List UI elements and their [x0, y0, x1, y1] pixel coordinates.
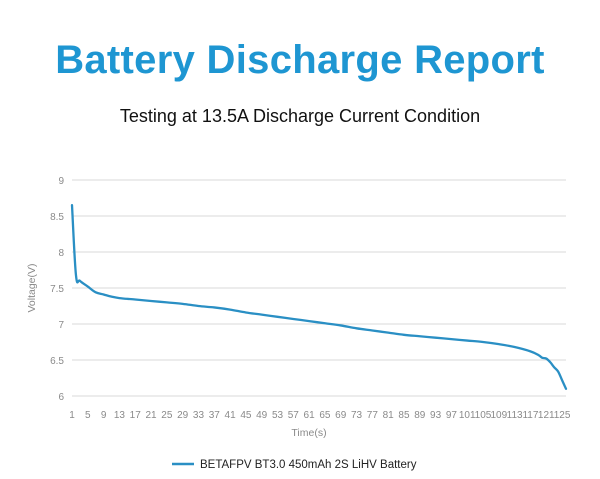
x-axis-ticks: 1 5 9 13 17 21 25 29 33 37 41 45 49 53 57 61 65 69 73 77 81 8… — [69, 410, 571, 421]
y-tick-label: 8.5 — [50, 212, 64, 223]
y-tick-label: 6.5 — [50, 356, 64, 367]
x-tick-label: 9 — [101, 410, 107, 421]
x-tick-label: 41 — [225, 410, 237, 421]
x-tick-label: 49 — [256, 410, 268, 421]
x-tick-label: 5 — [85, 410, 91, 421]
x-tick-label: 57 — [288, 410, 300, 421]
x-tick-label: 81 — [383, 410, 395, 421]
x-tick-label: 97 — [446, 410, 458, 421]
legend-label: BETAFPV BT3.0 450mAh 2S LiHV Battery — [200, 459, 417, 471]
x-tick-label: 21 — [145, 410, 157, 421]
x-tick-label: 33 — [193, 410, 205, 421]
x-tick-label: 121 — [538, 410, 555, 421]
y-tick-label: 7 — [58, 320, 64, 331]
y-tick-label: 6 — [58, 392, 64, 403]
x-tick-label: 77 — [367, 410, 379, 421]
x-tick-label: 117 — [522, 410, 538, 421]
x-tick-label: 53 — [272, 410, 284, 421]
report-title: Battery Discharge Report — [55, 38, 545, 82]
x-tick-label: 1 — [69, 410, 75, 421]
y-tick-label: 9 — [58, 176, 64, 187]
y-tick-label: 7.5 — [50, 284, 64, 295]
legend: BETAFPV BT3.0 450mAh 2S LiHV Battery — [172, 459, 417, 471]
x-tick-label: 17 — [130, 410, 142, 421]
series-line — [70, 204, 568, 390]
x-tick-label: 73 — [351, 410, 363, 421]
x-tick-label: 37 — [209, 410, 221, 421]
x-tick-label: 25 — [161, 410, 173, 421]
x-tick-label: 45 — [240, 410, 252, 421]
series-layer — [70, 204, 568, 390]
x-tick-label: 93 — [430, 410, 442, 421]
grid-lines — [72, 179, 566, 397]
chart-subtitle: Testing at 13.5A Discharge Current Condi… — [119, 106, 481, 126]
x-tick-label: 65 — [319, 410, 331, 421]
x-tick-label: 13 — [114, 410, 126, 421]
x-tick-label: 109 — [490, 410, 507, 421]
x-axis-label: Time(s) — [291, 427, 326, 439]
x-tick-label: 69 — [335, 410, 347, 421]
x-tick-label: 105 — [475, 410, 492, 421]
x-tick-label: 85 — [398, 410, 410, 421]
x-tick-label: 125 — [554, 410, 571, 421]
y-axis-label: Voltage(V) — [26, 263, 38, 312]
x-tick-label: 89 — [414, 410, 426, 421]
y-tick-label: 8 — [58, 248, 64, 259]
y-axis-ticks: 6 6.5 7 7.5 8 8.5 9 — [50, 176, 64, 403]
x-tick-label: 101 — [459, 410, 476, 421]
x-tick-label: 29 — [177, 410, 189, 421]
x-tick-label: 61 — [304, 410, 316, 421]
x-tick-label: 113 — [507, 410, 523, 421]
